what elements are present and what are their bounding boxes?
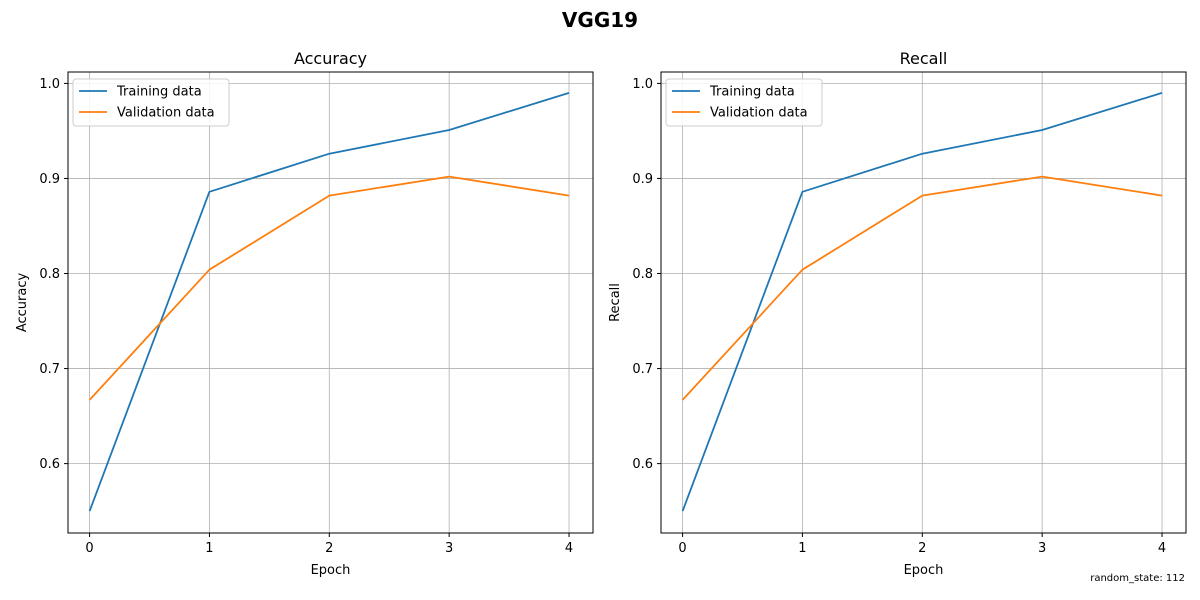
y-tick-label: 1.0 [39, 77, 60, 92]
x-tick-label: 2 [918, 541, 926, 556]
y-tick-label: 0.8 [632, 267, 653, 282]
plot-frame [660, 71, 1187, 534]
chart-recall: 0 1 2 3 4 0.6 0.7 0.8 0.9 1.0 Recall Epoch Recall Tra… [608, 49, 1187, 578]
figure-title: VGG19 [561, 8, 639, 32]
x-tick-label: 2 [325, 541, 333, 556]
legend-label-validation-data: Validation data [117, 106, 215, 121]
x-tick-label: 1 [798, 541, 806, 556]
y-tick-label: 0.6 [39, 457, 60, 472]
series-line-validation-data [88, 175, 570, 401]
chart-title: Accuracy [294, 49, 367, 68]
random-state-note: random_state: 112 [1090, 573, 1185, 584]
legend-label-training-data: Training data [116, 85, 202, 100]
y-tick-label: 0.9 [39, 172, 60, 187]
x-axis-label: Epoch [311, 563, 351, 578]
y-axis-label: Recall [608, 283, 623, 322]
x-tick-label: 3 [1038, 541, 1046, 556]
series-line-validation-data [681, 175, 1163, 401]
y-tick-label: 0.6 [632, 457, 653, 472]
y-tick-label: 1.0 [632, 77, 653, 92]
legend-label-validation-data: Validation data [710, 106, 808, 121]
x-tick-label: 0 [678, 541, 686, 556]
y-tick-label: 0.7 [632, 362, 653, 377]
chart-title: Recall [900, 49, 948, 68]
y-tick-label: 0.7 [39, 362, 60, 377]
y-tick-label: 0.8 [39, 267, 60, 282]
y-axis-label: Accuracy [15, 273, 30, 333]
legend-label-training-data: Training data [709, 85, 795, 100]
legend-box [72, 78, 230, 127]
x-tick-label: 3 [445, 541, 453, 556]
x-tick-label: 0 [85, 541, 93, 556]
x-tick-label: 4 [1158, 541, 1166, 556]
x-tick-label: 1 [205, 541, 213, 556]
legend-box [665, 78, 823, 127]
chart-accuracy: 0 1 2 3 4 0.6 0.7 0.8 0.9 1.0 Accuracy Epoch Accurac… [15, 49, 594, 578]
x-tick-label: 4 [565, 541, 573, 556]
y-tick-label: 0.9 [632, 172, 653, 187]
x-axis-label: Epoch [904, 563, 944, 578]
series-line-training-data [88, 92, 570, 512]
series-line-training-data [681, 92, 1163, 512]
plot-frame [67, 71, 594, 534]
